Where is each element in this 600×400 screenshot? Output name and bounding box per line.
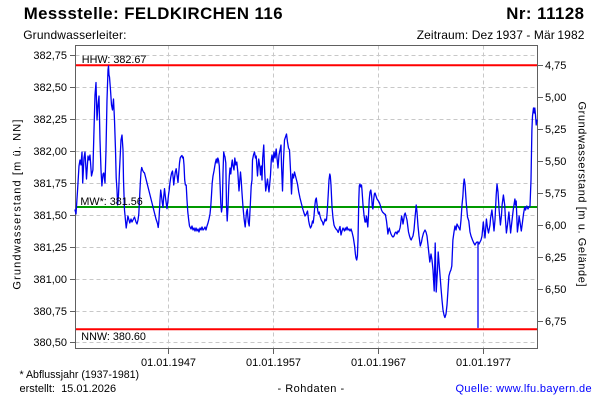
- svg-text:Grundwasserstand [m ü. NN]: Grundwasserstand [m ü. NN]: [11, 120, 23, 290]
- svg-text:Grundwasserstand [m u. Gelände: Grundwasserstand [m u. Gelände]: [576, 102, 588, 287]
